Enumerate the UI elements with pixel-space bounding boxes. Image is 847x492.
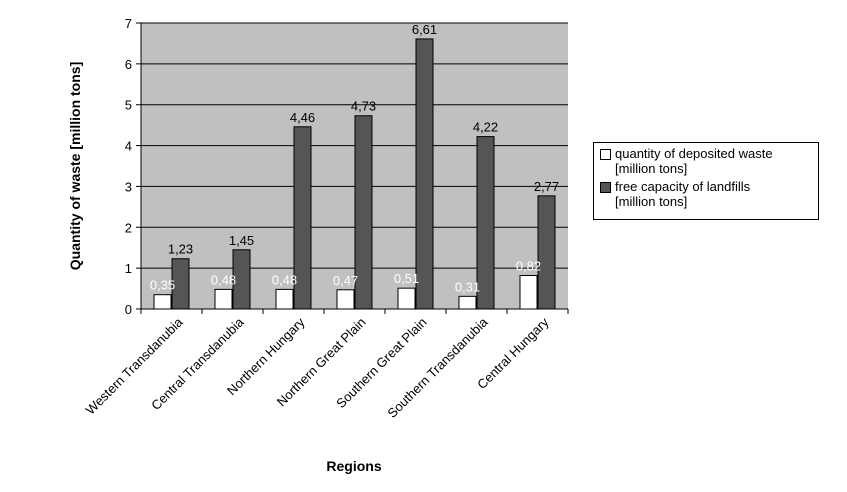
data-label: 1,23 [168, 242, 193, 257]
data-label: 0,35 [150, 278, 175, 293]
legend-item-deposited: quantity of deposited waste [million ton… [600, 146, 812, 176]
data-labels: 0,35 1,23 0,48 1,45 0,48 4,46 0,47 4,73 0,51 6,61… [150, 22, 559, 294]
x-tick-label: Western Transdanubia [83, 314, 186, 417]
bar-deposited-waste [153, 294, 172, 310]
y-tick-labels: 0 1 2 3 4 5 6 7 [125, 16, 132, 317]
data-label: 0,48 [272, 272, 297, 287]
data-label: 4,46 [290, 110, 315, 125]
legend-label-deposited: quantity of deposited waste [million ton… [615, 146, 773, 176]
bar-free-capacity [415, 38, 434, 310]
y-tick-label: 6 [125, 57, 132, 72]
data-label: 0,48 [211, 272, 236, 287]
data-label: 1,45 [229, 233, 254, 248]
x-tick-label: Southern Transdanubia [384, 314, 491, 421]
y-axis-title: Quantity of waste [million tons] [67, 62, 83, 270]
x-axis-title: Regions [326, 458, 381, 474]
bar-deposited-waste [214, 288, 233, 310]
legend-label-free-capacity: free capacity of landfills [million tons… [615, 179, 751, 209]
axes [136, 22, 569, 314]
legend-item-free-capacity: free capacity of landfills [million tons… [600, 179, 812, 209]
data-label: 6,61 [412, 22, 437, 37]
data-label: 4,73 [351, 99, 376, 114]
bar-free-capacity [537, 195, 556, 310]
legend-swatch-free-capacity [600, 182, 611, 193]
legend-swatch-deposited [600, 149, 611, 160]
data-label: 0,51 [394, 271, 419, 286]
bar-deposited-waste [336, 289, 355, 310]
bar-deposited-waste [458, 295, 477, 310]
y-tick-label: 5 [125, 98, 132, 113]
y-tick-label: 3 [125, 179, 132, 194]
data-label: 0,47 [333, 273, 358, 288]
y-tick-label: 2 [125, 220, 132, 235]
y-tick-label: 7 [125, 16, 132, 31]
bar-deposited-waste [519, 274, 538, 310]
data-label: 2,77 [534, 179, 559, 194]
data-label: 0,82 [516, 258, 541, 273]
bar-deposited-waste [397, 287, 416, 310]
y-tick-label: 0 [125, 302, 132, 317]
y-tick-label: 1 [125, 261, 132, 276]
y-tick-label: 4 [125, 139, 132, 154]
bar-deposited-waste [275, 288, 294, 310]
data-label: 4,22 [473, 120, 498, 135]
data-label: 0,31 [455, 279, 480, 294]
legend: quantity of deposited waste [million ton… [593, 142, 819, 220]
bars [153, 38, 556, 310]
